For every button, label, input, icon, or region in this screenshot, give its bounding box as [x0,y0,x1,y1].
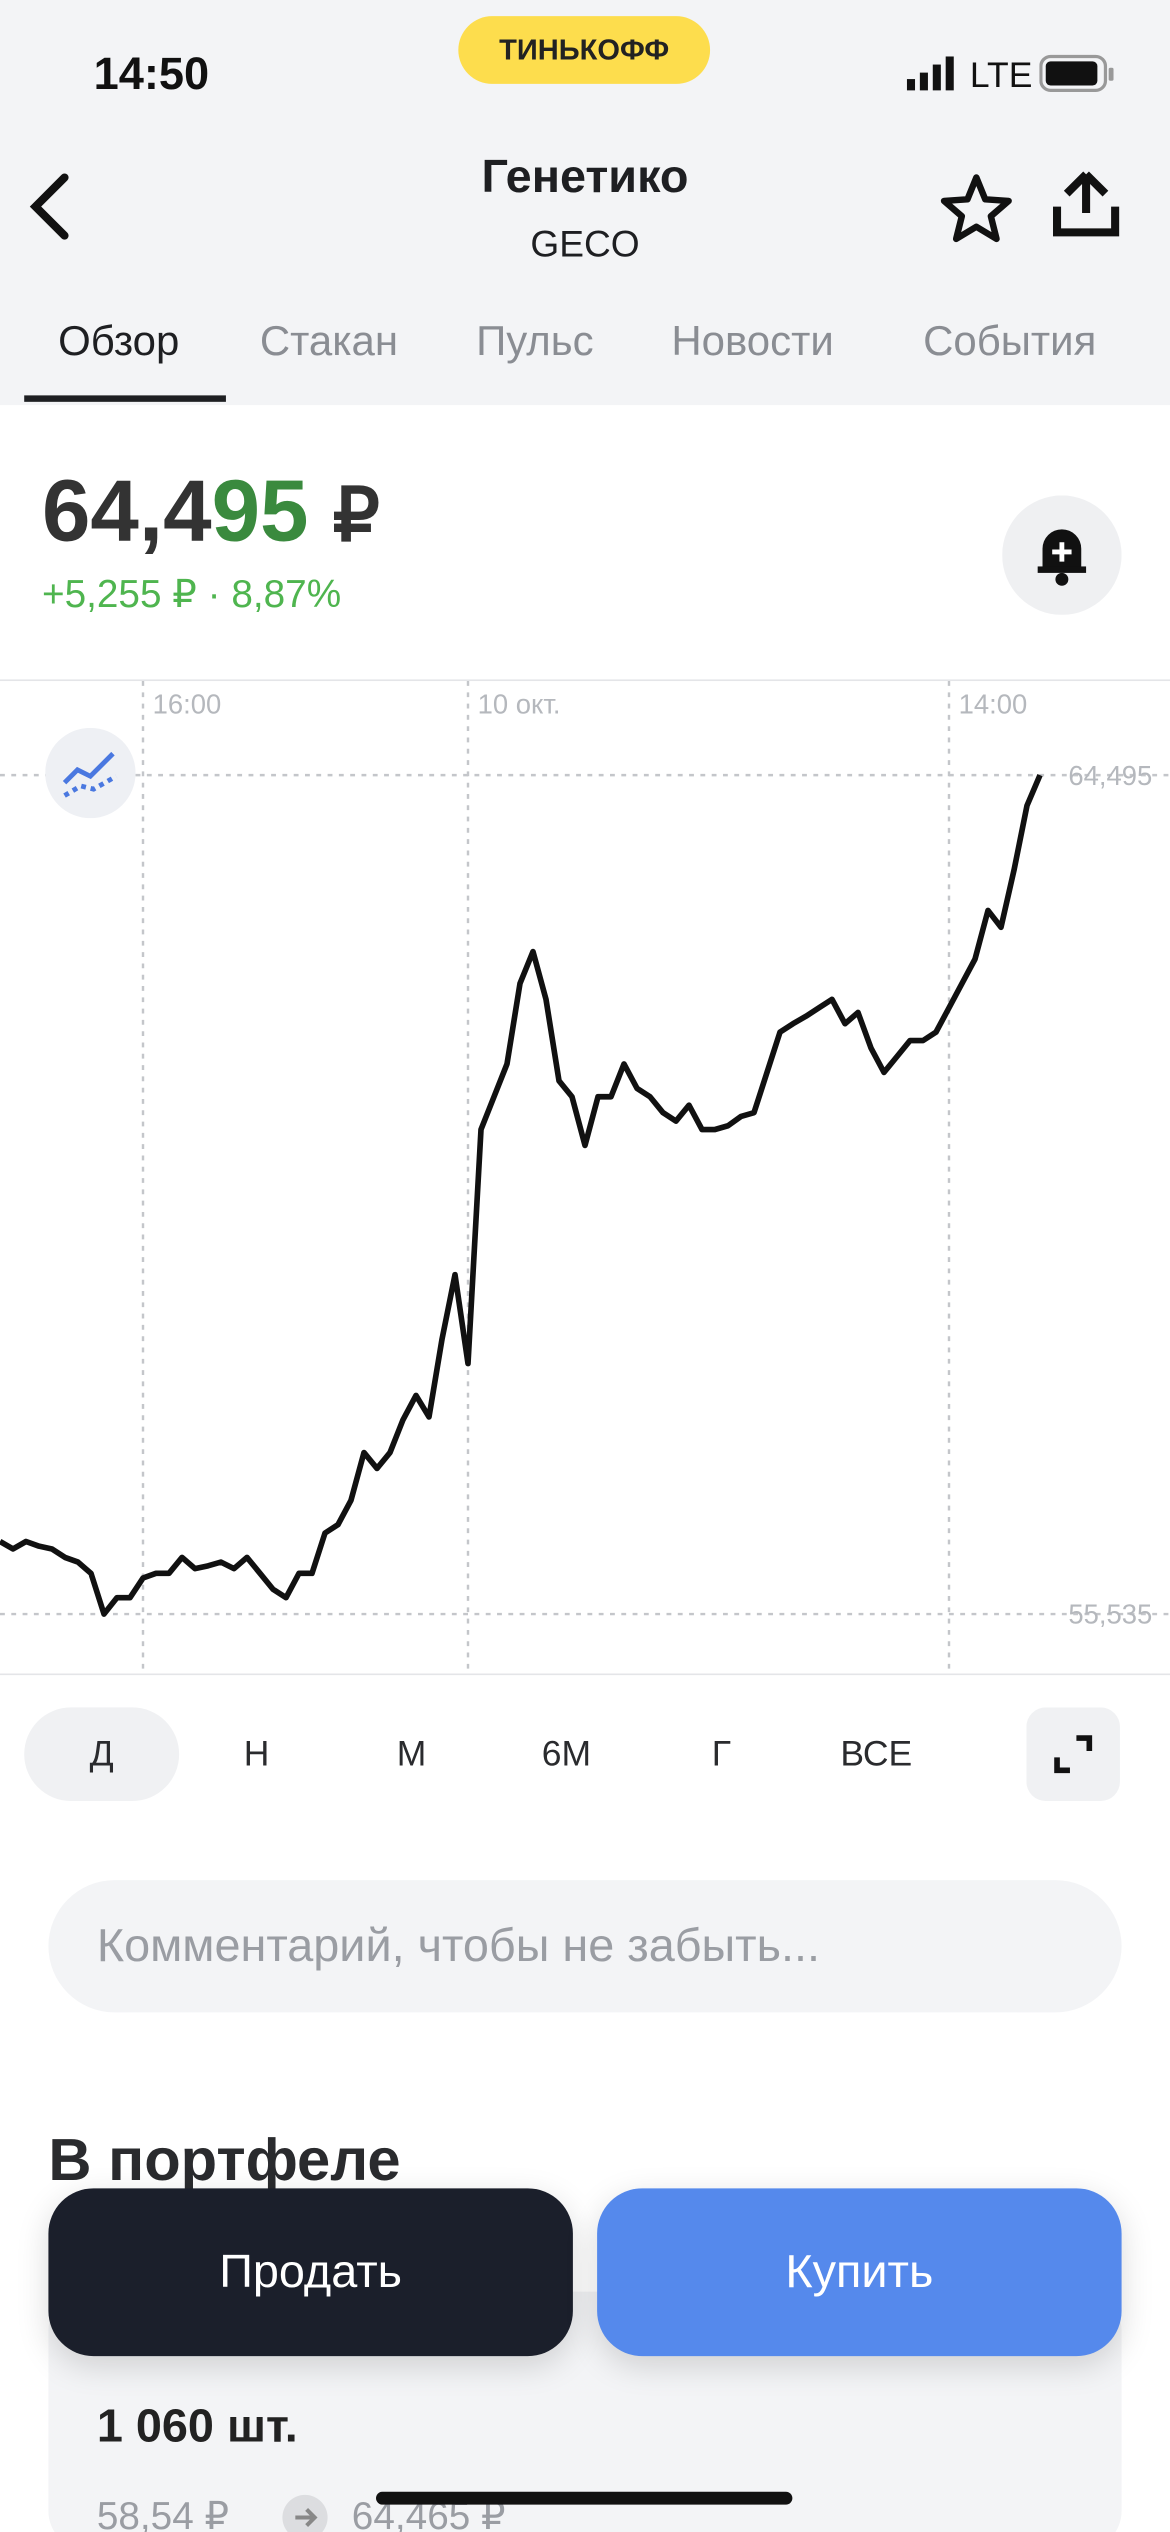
signal-icon [906,56,954,91]
title: Генетико [481,151,689,204]
share-button[interactable] [1049,168,1123,242]
y-tick-label: 64,495 [1068,760,1152,791]
battery-icon [1039,54,1114,92]
alert-button[interactable] [1002,495,1122,615]
tab[interactable]: Стакан [259,316,399,365]
x-tick-label: 10 окт. [478,688,561,719]
price-currency: ₽ [332,472,381,557]
divider [0,679,1170,682]
buy-button[interactable]: Купить [597,2188,1122,2357]
tab[interactable]: Новости [671,316,834,365]
period-button[interactable]: М [396,1733,427,1774]
portfolio-avg-price: 58,54 ₽ [96,2494,230,2532]
period-button[interactable]: Д [24,1707,180,1802]
favorite-button[interactable] [939,171,1013,245]
x-tick-label: 14:00 [959,688,1028,719]
comment-placeholder: Комментарий, чтобы не забыть... [96,1920,821,1973]
y-tick-label: 55,535 [1068,1599,1152,1630]
bank-badge: ТИНЬКОФФ [458,16,711,84]
sell-button[interactable]: Продать [48,2188,573,2357]
tab[interactable]: Обзор [58,316,180,365]
price-line [0,774,1043,1617]
arrow-icon [282,2494,328,2532]
period-button[interactable]: 6М [541,1733,592,1774]
price-chart: 16:00 10 окт. 14:00 64,495 55,535 [0,681,1170,1674]
indicators-button[interactable] [45,727,136,819]
price-change: +5,255 ₽ · 8,87% [41,572,342,617]
home-indicator [376,2491,793,2505]
period-button[interactable]: Г [711,1733,731,1774]
tab[interactable]: События [923,316,1097,365]
tab[interactable]: Пульс [476,316,594,365]
divider [0,1673,1170,1676]
back-button[interactable] [23,171,81,242]
portfolio-quantity: 1 060 шт. [96,2401,298,2453]
ticker: GECO [530,222,640,265]
network: LTE [969,54,1033,96]
portfolio-title: В портфеле [48,2126,401,2194]
price: 64,495 ₽ [42,462,380,562]
status-time: 14:50 [93,48,210,99]
period-button[interactable]: Н [243,1733,270,1774]
period-button[interactable]: ВСЕ [840,1733,913,1774]
fullscreen-button[interactable] [1026,1707,1120,1802]
active-tab-indicator [24,395,226,402]
price-main: 64,4 [41,463,212,560]
price-last-digits: 95 [211,463,309,560]
comment-field[interactable] [48,1880,1122,2013]
x-tick-label: 16:00 [153,688,222,719]
